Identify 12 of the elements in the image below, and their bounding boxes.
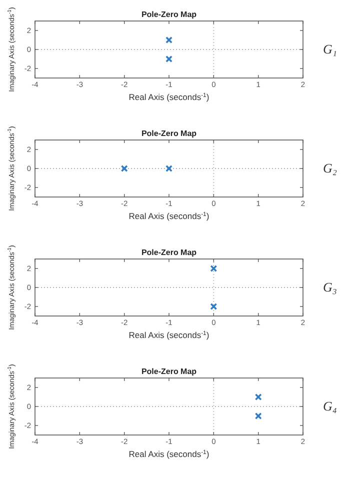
- chart-title: Pole-Zero Map: [141, 248, 197, 257]
- x-axis-title: Real Axis (seconds$^{-1}$): [128, 330, 210, 340]
- text: G₃: [323, 280, 337, 294]
- text: G₁: [323, 42, 337, 56]
- chart-title: Pole-Zero Map: [141, 367, 197, 376]
- x-axis-title: Real Axis (seconds$^{-1}$): [128, 92, 210, 102]
- chart-title: Pole-Zero Map: [141, 10, 197, 19]
- text: G₂: [323, 160, 338, 176]
- chart-title: Pole-Zero Map: [141, 129, 197, 138]
- text: G₄: [323, 398, 338, 414]
- x-axis-title: Real Axis (seconds$^{-1}$): [128, 449, 210, 459]
- x-axis-title: Real Axis (seconds$^{-1}$): [128, 211, 210, 221]
